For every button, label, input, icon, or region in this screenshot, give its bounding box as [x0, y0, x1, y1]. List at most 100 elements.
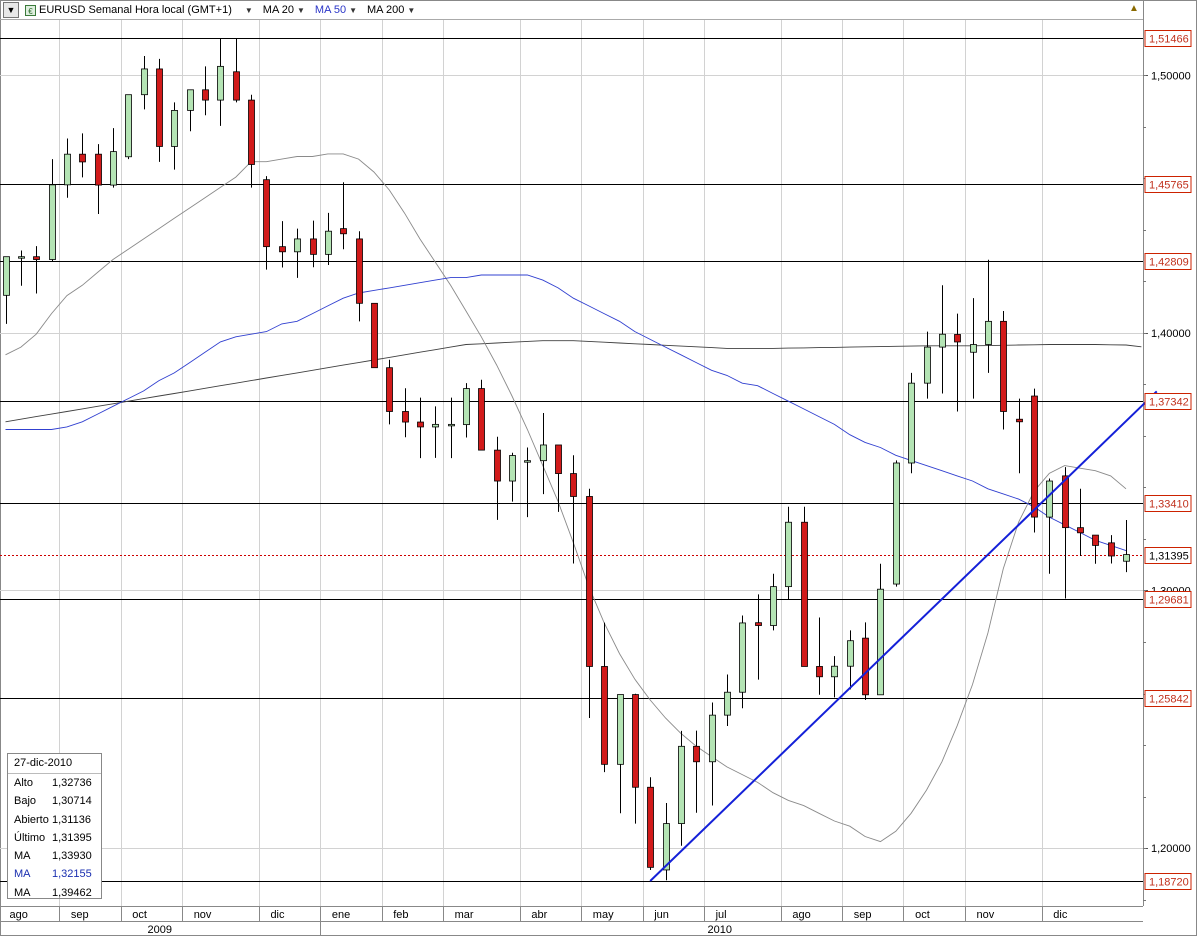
candle-body	[233, 71, 240, 101]
data-window-row: Último 1,31395	[8, 829, 101, 847]
candle-body	[187, 89, 194, 111]
candle-body	[171, 110, 178, 147]
candle-body	[279, 246, 286, 253]
month-label: sep	[71, 909, 89, 921]
candle-body	[463, 388, 470, 426]
chevron-down-icon: ▼	[407, 5, 416, 15]
indicator-ma50[interactable]: MA 50 ▼	[315, 4, 357, 16]
candle-body	[125, 94, 132, 158]
candle-body	[970, 344, 977, 353]
data-window-row: MA 1,32155	[8, 865, 101, 883]
price-tick-label: 1,50000	[1151, 70, 1191, 82]
data-window: 27-dic-2010 Alto 1,32736 Bajo 1,30714 Abiert…	[7, 753, 102, 899]
data-window-value: 1,32155	[52, 868, 92, 881]
candle-body	[448, 423, 455, 427]
month-label: may	[593, 909, 614, 921]
instrument-icon: €	[25, 4, 36, 16]
hline-price-label: 1,18720	[1149, 877, 1189, 889]
ma200-line	[5, 340, 1142, 423]
hline-price-label: 1,42809	[1149, 257, 1189, 269]
data-window-row: MA 1,33930	[8, 847, 101, 865]
candle-body	[340, 228, 347, 235]
chevron-down-icon: ▼	[349, 5, 358, 15]
chevron-down-icon: ▼	[296, 5, 305, 15]
month-label: ago	[792, 909, 810, 921]
data-window-row: Bajo 1,30714	[8, 792, 101, 810]
candle-body	[1092, 534, 1099, 546]
month-label: oct	[915, 909, 930, 921]
data-window-key: Abierto	[14, 813, 49, 826]
candle-body	[141, 68, 148, 96]
indicator-ma20[interactable]: MA 20 ▼	[263, 4, 305, 16]
candle-body	[601, 666, 608, 765]
hline-price-label: 1,25842	[1149, 694, 1189, 706]
candle-body	[386, 367, 393, 412]
data-window-date: 27-dic-2010	[8, 754, 101, 774]
pin-icon[interactable]: ▲	[1129, 3, 1139, 14]
candle-body	[617, 694, 624, 765]
candle-body	[770, 586, 777, 626]
month-label: ago	[10, 909, 28, 921]
year-label: 2010	[708, 924, 732, 936]
candle-body	[663, 823, 670, 871]
data-window-row: Alto 1,32736	[8, 774, 101, 792]
menu-dropdown-button[interactable]: ▼	[3, 2, 19, 18]
month-label: nov	[194, 909, 212, 921]
indicator-ma200[interactable]: MA 200 ▼	[367, 4, 415, 16]
candle-body	[555, 444, 562, 474]
candle-body	[877, 588, 884, 696]
candle-body	[570, 473, 577, 497]
month-label: nov	[977, 909, 995, 921]
candle-body	[49, 184, 56, 260]
indicator-label: MA 200	[367, 4, 405, 16]
candle-body	[478, 388, 485, 451]
data-window-key: Último	[14, 831, 46, 844]
candle-body	[678, 745, 685, 824]
data-window-value: 1,39462	[52, 886, 92, 899]
data-window-key: MA	[14, 868, 31, 881]
hline-price-label-box	[1144, 393, 1192, 410]
candle-body	[18, 256, 25, 259]
candle-body	[1077, 527, 1084, 534]
hline-price-label: 1,33410	[1149, 499, 1189, 511]
candle-body	[494, 449, 501, 482]
candle-body	[110, 151, 117, 186]
data-window-value: 1,31136	[52, 813, 91, 826]
trendline	[649, 390, 1158, 882]
month-label: dic	[1053, 909, 1068, 921]
month-label: jul	[715, 909, 727, 921]
year-label: 2009	[148, 924, 172, 936]
candle-body	[1123, 554, 1130, 562]
candle-body	[939, 333, 946, 348]
data-window-value: 1,33930	[52, 850, 92, 863]
candle-body	[310, 238, 317, 255]
candle-body	[693, 745, 700, 763]
candle-body	[893, 462, 900, 585]
hline-price-label-box	[1144, 690, 1192, 707]
month-label: oct	[132, 909, 147, 921]
candle-body	[755, 622, 762, 626]
candle-body	[3, 256, 10, 296]
month-label: mar	[455, 909, 474, 921]
data-window-key: Bajo	[14, 795, 37, 808]
candle-body	[586, 496, 593, 667]
month-label: ene	[332, 909, 350, 921]
chevron-down-icon: ▼	[6, 5, 16, 15]
candle-body	[540, 444, 547, 462]
symbol-selector[interactable]: € EURUSD Semanal Hora local (GMT+1) ▼	[25, 4, 253, 16]
candle-body	[95, 153, 102, 186]
data-window-key: Alto	[14, 777, 33, 789]
candle-body	[1000, 320, 1007, 412]
candle-body	[371, 302, 378, 369]
candle-body	[417, 421, 424, 428]
hline-price-label-box	[1144, 873, 1192, 890]
hline-price-label-box	[1144, 30, 1192, 47]
hline-price-label: 1,29681	[1149, 595, 1189, 607]
candle-body	[908, 382, 915, 464]
data-window-key: MA	[14, 850, 31, 863]
candle-body	[524, 460, 531, 463]
chart-toolbar: ▼ € EURUSD Semanal Hora local (GMT+1) ▼ …	[0, 0, 1143, 20]
